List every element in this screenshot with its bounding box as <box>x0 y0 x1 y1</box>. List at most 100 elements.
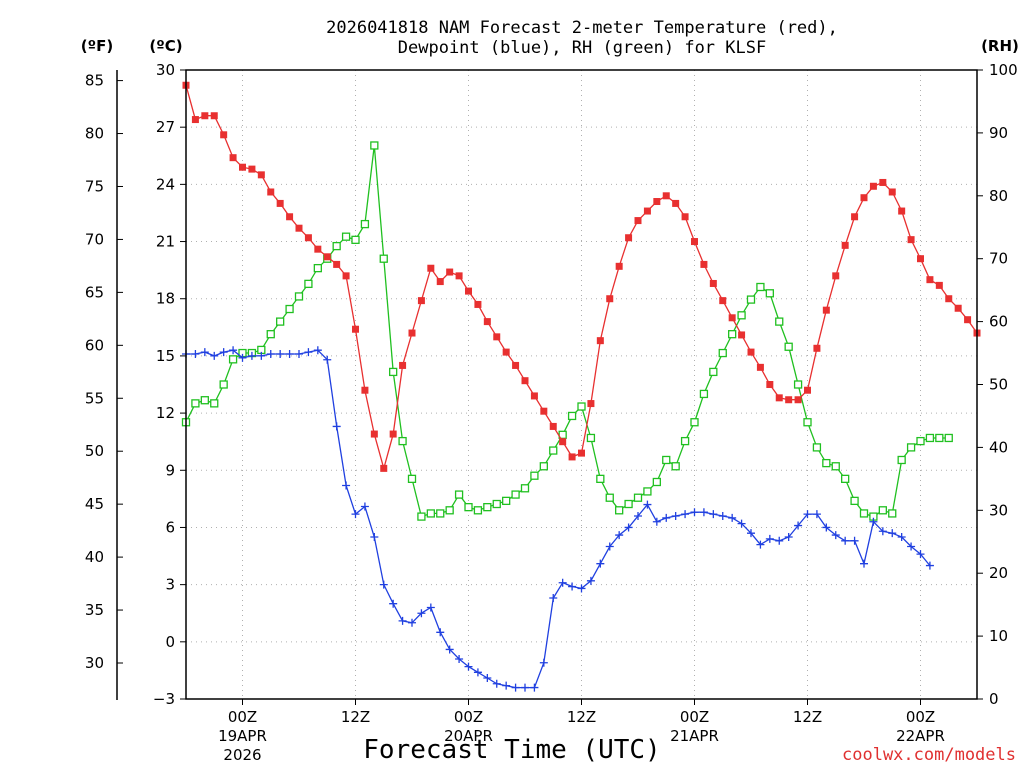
dewpoint-point <box>747 529 755 538</box>
rh-point <box>577 402 586 411</box>
rh-tick-label: 10 <box>989 627 1008 645</box>
dewpoint-point <box>699 508 708 517</box>
dewpoint-point <box>247 351 256 360</box>
rh-unit-label: (RH) <box>981 37 1019 55</box>
rh-point <box>200 396 209 405</box>
dewpoint-point <box>615 531 624 540</box>
temperature-point <box>625 234 633 242</box>
dewpoint-point <box>756 540 765 549</box>
rh-point <box>483 503 492 512</box>
x-tick-label: 00Z <box>680 708 709 726</box>
temperature-point <box>888 188 896 196</box>
fahrenheit-tick-label: 35 <box>85 601 104 619</box>
temperature-point <box>304 234 312 242</box>
temperature-point <box>700 260 708 268</box>
dewpoint-point <box>219 348 228 357</box>
rh-point <box>398 436 407 446</box>
temperature-point <box>257 171 265 179</box>
rh-point <box>605 493 614 502</box>
dewpoint-point <box>888 529 897 538</box>
temperature-point <box>926 276 934 284</box>
rh-point <box>464 503 473 512</box>
rh-point <box>906 443 916 452</box>
rh-point <box>210 399 219 408</box>
rh-point <box>445 506 454 515</box>
dewpoint-point <box>728 513 737 522</box>
x-tick-label: 12Z <box>567 708 596 726</box>
rh-point <box>266 330 275 339</box>
dewpoint-point <box>925 561 934 570</box>
fahrenheit-tick-label: 80 <box>85 125 104 143</box>
rh-point <box>520 484 530 493</box>
rh-point <box>511 490 520 499</box>
dewpoint-point <box>426 603 435 612</box>
temperature-point <box>738 331 746 339</box>
dewpoint-point <box>285 350 294 359</box>
rh-tick-label: 60 <box>989 313 1008 331</box>
rh-point <box>831 462 840 471</box>
dewpoint-point <box>634 512 642 521</box>
rh-point <box>690 418 699 427</box>
temperature-point <box>719 297 727 305</box>
temperature-point <box>804 386 811 394</box>
dewpoint-point <box>408 618 416 627</box>
dewpoint-point <box>379 580 388 589</box>
x-date-label: 21APR <box>670 727 719 745</box>
dewpoint-point <box>577 584 586 593</box>
rh-point <box>341 232 351 241</box>
celsius-tick-label: 0 <box>165 633 175 651</box>
rh-point <box>671 462 680 471</box>
rh-point <box>454 490 464 499</box>
rh-point <box>888 509 897 518</box>
rh-point <box>624 499 633 509</box>
plot-frame <box>185 69 978 700</box>
chart-title-line1: 2026041818 NAM Forecast 2-meter Temperat… <box>326 18 838 38</box>
rh-point <box>803 418 812 427</box>
dewpoint-point <box>916 550 925 559</box>
temperature-point <box>653 198 661 206</box>
rh-point <box>492 499 501 509</box>
celsius-unit-label: (ºC) <box>149 37 182 55</box>
temperature-point <box>333 260 341 268</box>
dewpoint-point <box>323 355 332 364</box>
temperature-point <box>323 253 331 261</box>
dewpoint-point <box>549 593 558 602</box>
dewpoint-point <box>794 521 803 530</box>
rh-point <box>916 436 925 446</box>
rh-point <box>549 446 558 455</box>
dewpoint-point <box>492 679 501 688</box>
temperature-point <box>747 348 755 356</box>
celsius-tick-label: 21 <box>156 233 175 251</box>
celsius-tick-label: 27 <box>156 118 175 136</box>
temperature-point <box>954 304 962 312</box>
x-year-label: 2026 <box>223 746 261 764</box>
rh-point <box>351 235 360 244</box>
dewpoint-point <box>784 532 793 541</box>
temperature-point <box>380 464 388 472</box>
dewpoint-point <box>831 531 840 540</box>
rh-point <box>219 380 228 389</box>
temperature-point <box>691 238 698 246</box>
rh-point <box>859 509 869 518</box>
temperature-point <box>446 268 454 276</box>
temperature-point <box>822 306 830 314</box>
temperature-point <box>267 188 275 196</box>
temperature-point <box>229 154 237 162</box>
dewpoint-point <box>304 348 313 357</box>
rh-tick-label: 90 <box>989 124 1008 142</box>
temperature-point <box>794 396 802 404</box>
rh-point <box>426 509 435 518</box>
fahrenheit-tick-label: 50 <box>85 442 104 460</box>
temperature-point <box>314 245 322 253</box>
temperature-point <box>634 217 642 225</box>
dewpoint-point <box>605 542 614 551</box>
temperature-point <box>945 295 953 303</box>
celsius-tick-label: 24 <box>156 175 175 193</box>
temperature-point <box>286 213 294 221</box>
dewpoint-point <box>210 351 219 360</box>
series-layer <box>181 81 981 692</box>
rh-series <box>181 141 953 521</box>
dewpoint-point <box>351 510 360 519</box>
x-tick-label: 12Z <box>793 708 822 726</box>
temperature-point <box>917 255 924 263</box>
